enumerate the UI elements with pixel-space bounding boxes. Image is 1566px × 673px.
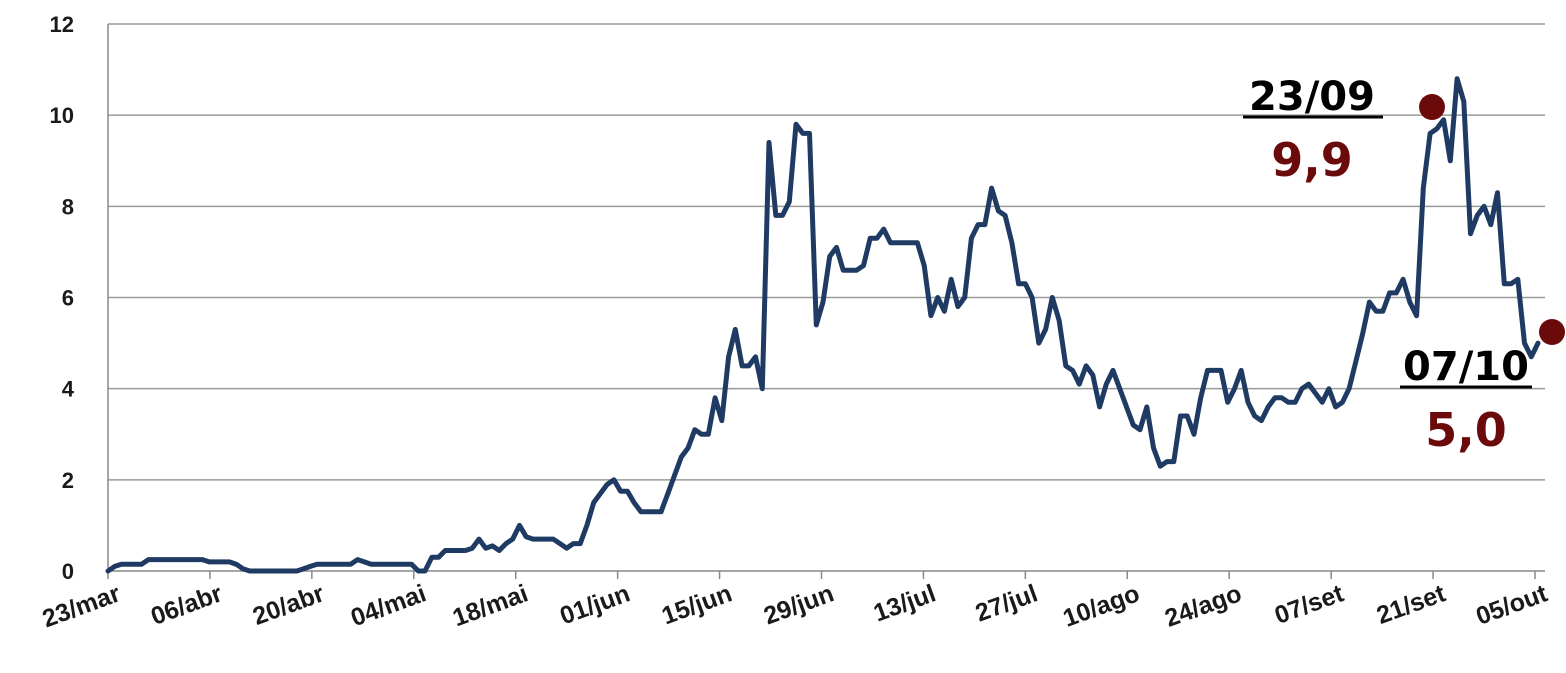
- y-tick-label: 2: [62, 468, 74, 493]
- x-tick-label: 15/jun: [658, 579, 735, 630]
- y-axis-ticks: 0 2 4 6 8 10 12: [50, 12, 75, 584]
- annotation-marker: [1419, 94, 1445, 120]
- x-tick-label: 23/mar: [39, 579, 125, 633]
- x-tick-label: 13/jul: [870, 579, 940, 627]
- annotation-date: 07/10: [1403, 344, 1529, 390]
- annotation-value: 9,9: [1271, 133, 1353, 187]
- x-tick-label: 06/abr: [147, 579, 226, 631]
- x-tick-label: 05/out: [1472, 579, 1551, 631]
- x-tick-label: 24/ago: [1161, 579, 1245, 632]
- annotation-marker: [1539, 319, 1565, 345]
- x-tick-label: 04/mai: [347, 579, 430, 632]
- x-axis-ticks: 23/mar 06/abr 20/abr 04/mai 18/mai 01/jun 15/j…: [39, 571, 1552, 633]
- series-line: [105, 76, 1541, 574]
- annotations: 23/09 9,9 07/10 5,0: [1243, 74, 1565, 457]
- y-tick-label: 12: [50, 12, 74, 37]
- y-tick-label: 6: [62, 286, 74, 311]
- x-tick-label: 01/jun: [556, 579, 633, 630]
- chart-gridlines: [108, 23, 1545, 481]
- y-tick-label: 0: [62, 559, 74, 584]
- annotation-value: 5,0: [1425, 403, 1507, 457]
- x-tick-label: 21/set: [1373, 579, 1450, 630]
- x-tick-label: 10/ago: [1059, 579, 1143, 632]
- x-tick-label: 18/mai: [449, 579, 532, 632]
- y-tick-label: 10: [50, 103, 74, 128]
- x-tick-label: 29/jun: [760, 579, 837, 630]
- y-tick-label: 8: [62, 194, 74, 219]
- x-tick-label: 20/abr: [249, 579, 328, 631]
- x-tick-label: 27/jul: [972, 579, 1042, 627]
- x-tick-label: 07/set: [1271, 579, 1348, 630]
- y-tick-label: 4: [62, 377, 75, 402]
- annotation-date: 23/09: [1249, 74, 1375, 120]
